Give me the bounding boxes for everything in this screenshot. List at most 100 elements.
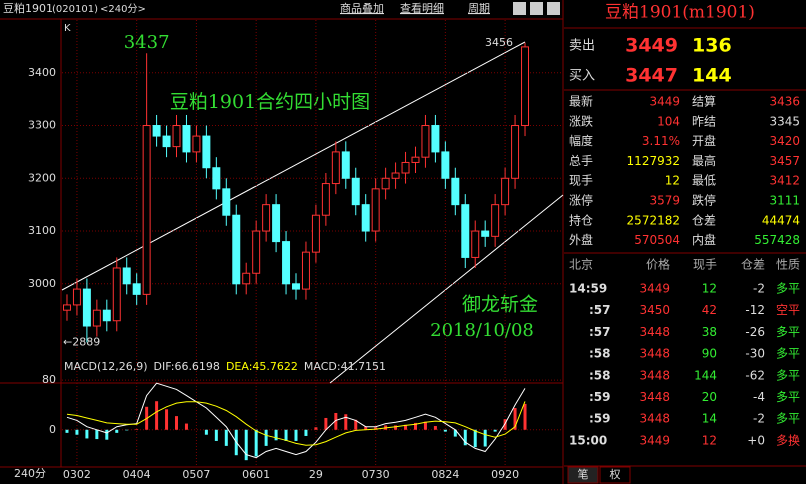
button[interactable]	[530, 2, 543, 15]
tick-cell: -2	[753, 412, 765, 426]
stat-value: 570504	[634, 233, 680, 247]
stat-value: 3436	[769, 95, 800, 109]
tick-cell: 3449	[639, 282, 670, 296]
stat-label: 开盘	[692, 133, 716, 148]
stat-label: 昨结	[692, 114, 716, 128]
tick-cell: -26	[745, 325, 765, 339]
candle-body	[242, 272, 251, 285]
stat-label: 持仓	[569, 212, 593, 227]
tick-cell: 多平	[776, 412, 800, 426]
candle-body	[471, 230, 480, 258]
candle-body	[311, 214, 320, 253]
tick-cell: :58	[589, 368, 611, 382]
y-tick-label: 80	[42, 373, 56, 386]
candle-body	[451, 177, 460, 206]
tab-label[interactable]: 权	[610, 468, 621, 481]
y-tick-label: 3400	[28, 66, 56, 79]
macd-legend: MACD(12,26,9)	[64, 360, 148, 373]
menu-item[interactable]: 周期	[468, 2, 490, 15]
tick-cell: 3448	[639, 412, 670, 426]
x-tick-label: 0730	[362, 468, 390, 481]
tab-label[interactable]: 笔	[578, 467, 589, 481]
tick-cell: :59	[589, 390, 611, 404]
ticks-header: 性质	[776, 258, 800, 272]
y-tick-label: 3100	[28, 224, 56, 237]
stat-value: 557428	[754, 233, 800, 247]
candle-body	[351, 177, 360, 206]
tab[interactable]	[567, 466, 599, 484]
x-tick-label: 29	[309, 468, 323, 481]
candle-body	[112, 267, 121, 322]
macd-legend: DEA:45.7622	[226, 360, 298, 373]
candle-body	[232, 214, 241, 285]
quote-title: 豆粕1901(m1901)	[605, 3, 755, 23]
y-tick-label: 3000	[28, 277, 56, 290]
candle-body	[431, 125, 440, 153]
candle-body	[361, 204, 370, 232]
candle-body	[212, 167, 221, 190]
candle-body	[72, 288, 81, 306]
macd-legend: MACD:41.7151	[304, 360, 386, 373]
macd-line	[66, 401, 526, 446]
candle-body	[122, 267, 131, 285]
ticks-header: 北京	[569, 258, 593, 272]
stat-value: 3412	[769, 174, 800, 188]
tick-cell: 15:00	[569, 433, 607, 447]
ticks-header: 现手	[693, 258, 717, 272]
menu-item[interactable]: 商品叠加	[340, 1, 384, 15]
y-tick-label: 3300	[28, 119, 56, 132]
tick-cell: 42	[702, 303, 717, 317]
stat-value: 3345	[769, 114, 800, 128]
candle-body	[381, 177, 390, 190]
tick-cell: 多平	[776, 347, 800, 361]
tick-cell: 3449	[639, 433, 670, 447]
candle-body	[142, 125, 151, 295]
book-price: 3449	[625, 35, 678, 57]
candle-body	[341, 151, 350, 179]
trend-line	[329, 194, 564, 384]
candle-body	[441, 151, 450, 179]
price-label: ←2889	[63, 335, 100, 348]
candle-body	[252, 230, 261, 274]
stat-value: 3.11%	[642, 134, 680, 148]
stat-label: 最低	[692, 174, 716, 188]
tab[interactable]	[599, 466, 631, 484]
x-tick-label: 0404	[123, 468, 151, 481]
annotation: 御龙斩金	[462, 294, 538, 316]
candle-body	[82, 288, 91, 327]
macd-line	[66, 382, 526, 459]
book-label: 卖出	[569, 39, 595, 54]
stat-label: 幅度	[569, 133, 593, 148]
tick-cell: 20	[702, 390, 717, 404]
tick-cell: +0	[747, 433, 765, 447]
ticks-header: 仓差	[741, 258, 765, 272]
annotation: 2018/10/08	[430, 320, 534, 341]
button[interactable]	[547, 2, 560, 15]
tick-cell: 14	[702, 412, 717, 426]
tick-cell: 多平	[776, 282, 800, 296]
stat-value: 104	[657, 114, 680, 128]
y-tick-label: 0	[49, 423, 56, 436]
candle-body	[162, 135, 171, 148]
k-label: K	[64, 23, 71, 34]
stat-value: 3449	[649, 95, 680, 109]
candle-body	[92, 309, 101, 327]
y-tick-label: 3200	[28, 171, 56, 184]
menu-item[interactable]: 查看明细	[400, 1, 444, 15]
stat-label: 涨跌	[569, 113, 593, 128]
button[interactable]	[513, 2, 526, 15]
tick-cell: -4	[753, 390, 765, 404]
stat-value: 44474	[762, 213, 800, 227]
stat-label: 现手	[569, 174, 593, 188]
candle-body	[521, 46, 530, 127]
stat-value: 3457	[769, 154, 800, 168]
trend-line	[61, 41, 526, 291]
tick-cell: 3448	[639, 368, 670, 382]
x-tick-label: 0824	[431, 468, 459, 481]
x-tick-label: 0920	[491, 468, 519, 481]
candle-body	[491, 204, 500, 237]
stat-label: 最高	[692, 153, 716, 168]
period: <240分>	[100, 3, 146, 15]
